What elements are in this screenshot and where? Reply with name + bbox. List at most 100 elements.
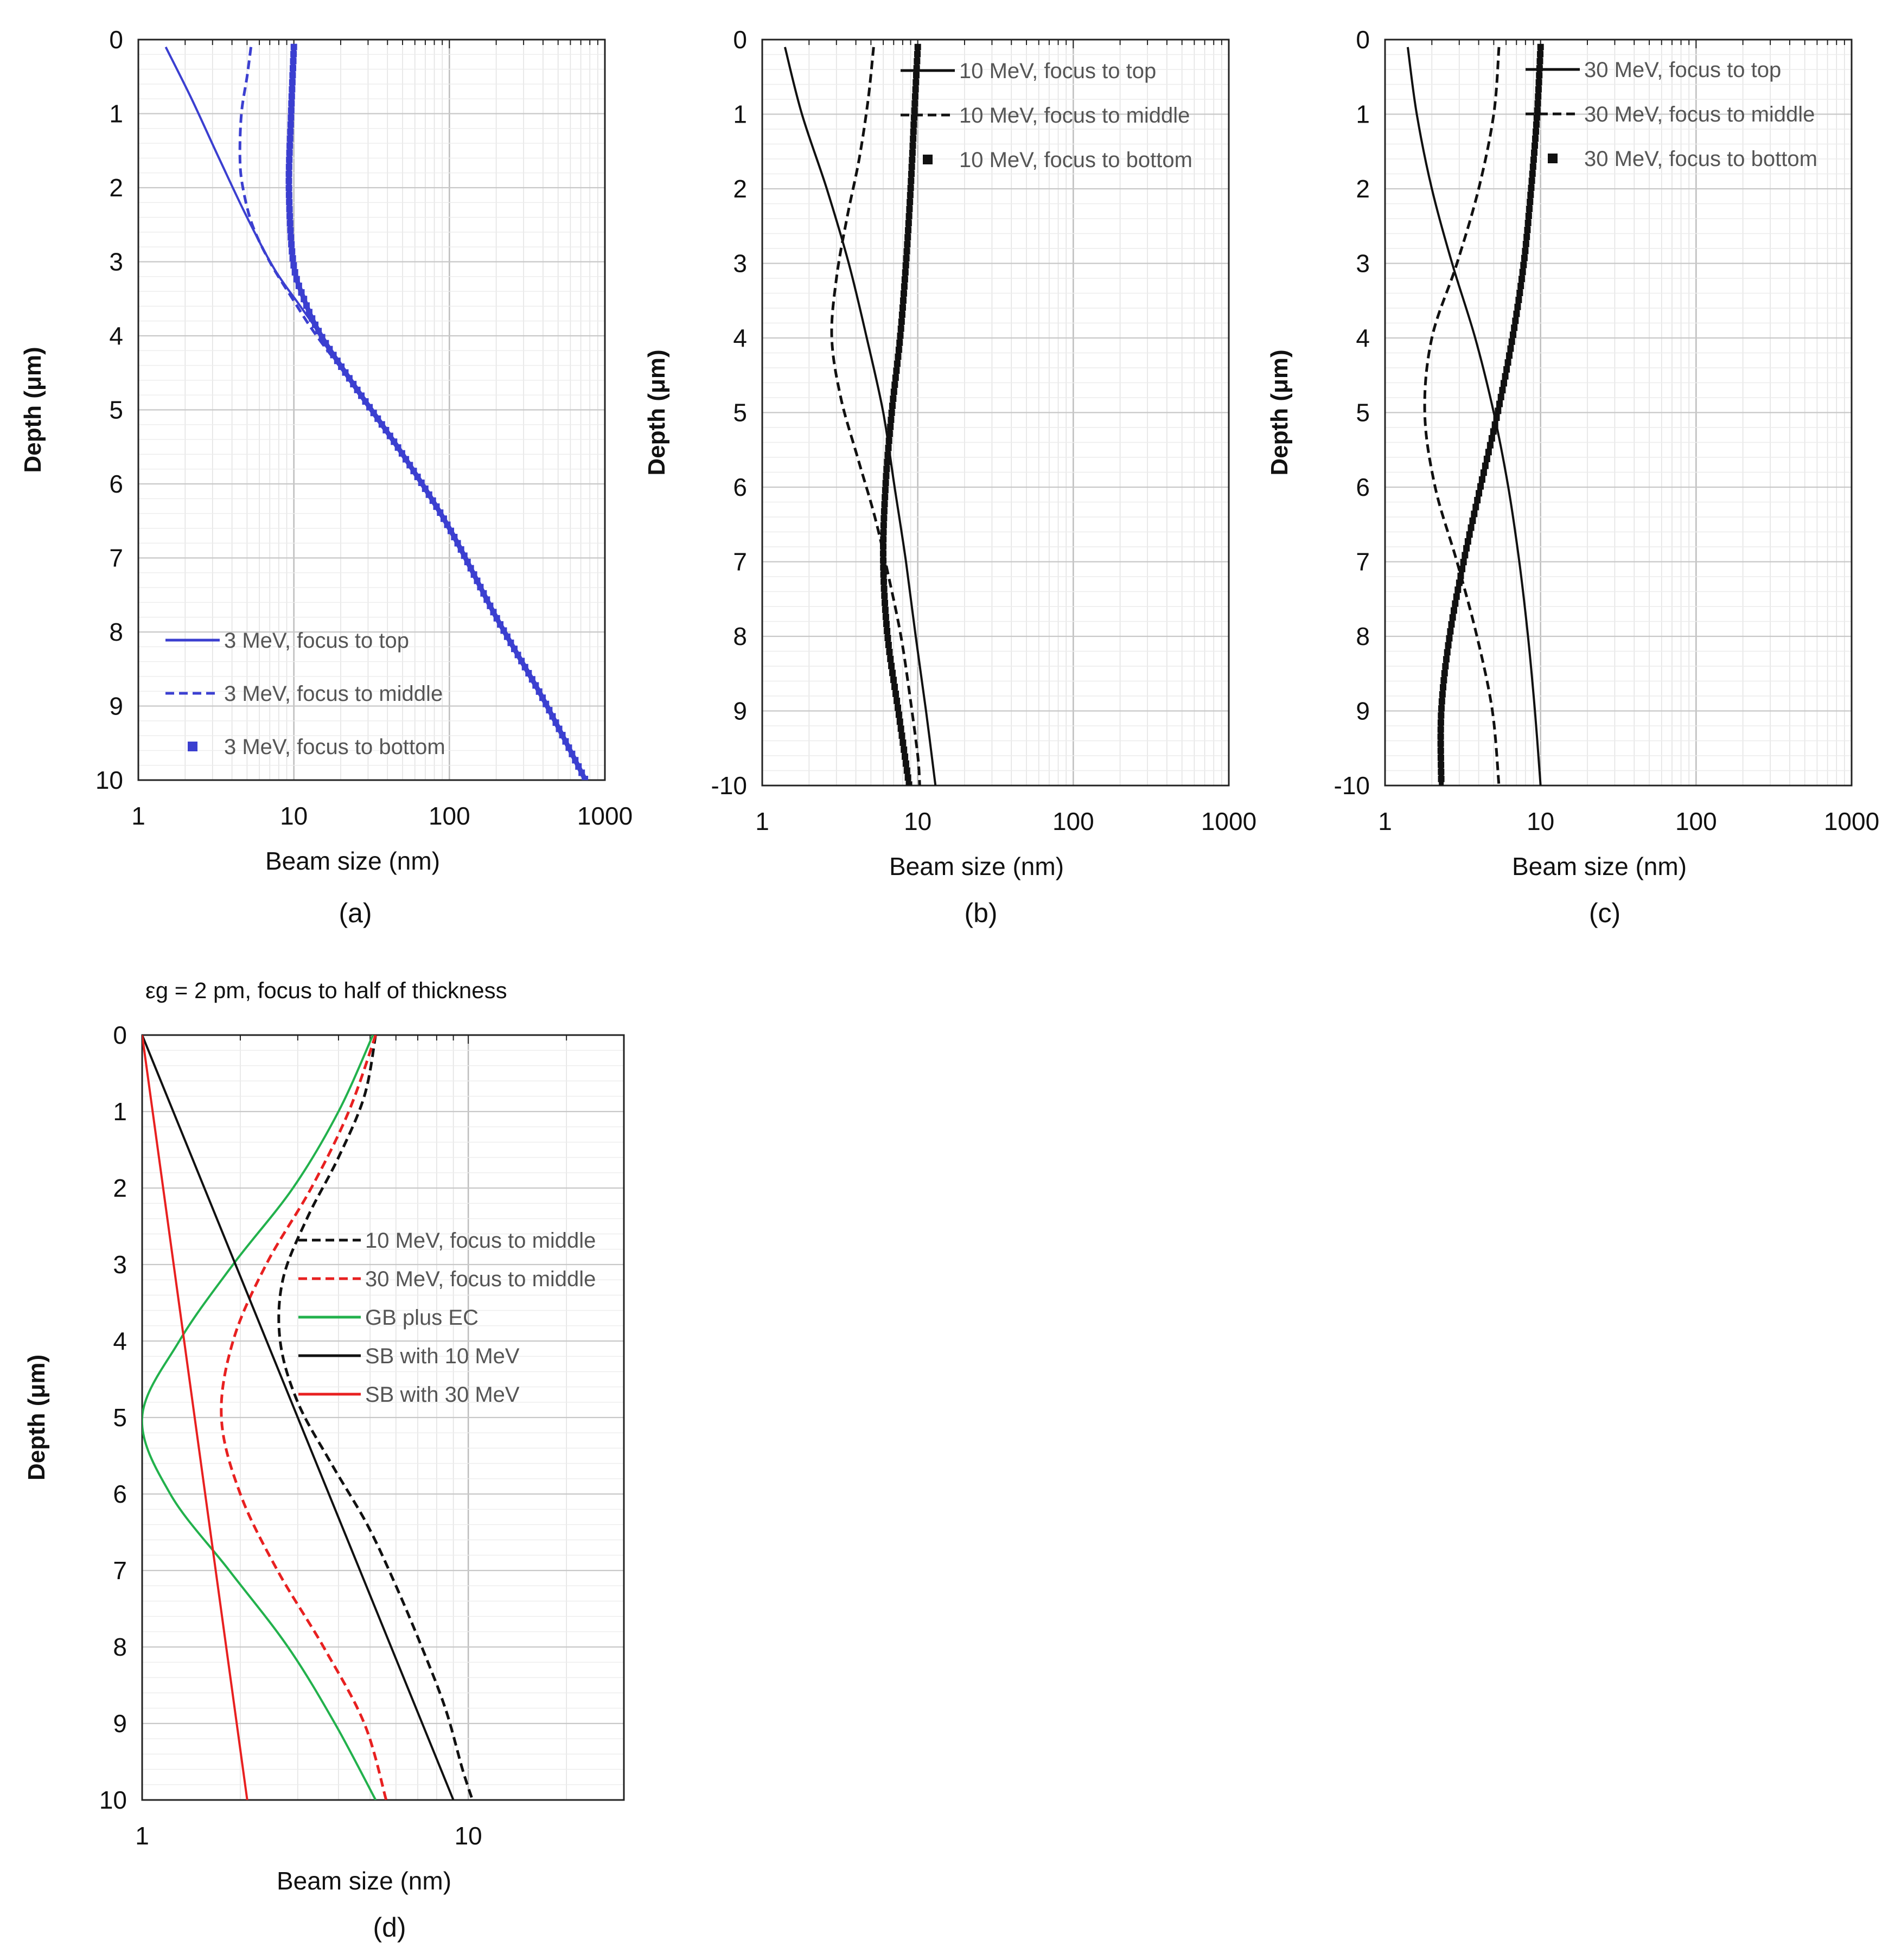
x-tick-label: 100 <box>1675 807 1717 835</box>
series-marker <box>1437 726 1444 733</box>
series-marker <box>454 540 461 547</box>
series-marker <box>1517 283 1524 290</box>
y-tick-label: 5 <box>109 396 123 424</box>
series-marker <box>1440 684 1447 691</box>
series-marker <box>418 479 425 486</box>
series-marker <box>909 149 916 156</box>
series-marker <box>290 43 297 50</box>
legend-label: 30 MeV, focus to middle <box>365 1267 596 1291</box>
legend-marker <box>1548 154 1558 163</box>
series-marker <box>914 43 921 50</box>
series-marker <box>1443 656 1450 663</box>
series-marker <box>403 456 410 463</box>
legend: 3 MeV, focus to top 3 MeV, focus to middl… <box>165 629 445 759</box>
series-marker <box>286 199 293 206</box>
series-marker <box>291 269 298 276</box>
y-tick-label: 8 <box>733 622 747 650</box>
series-marker <box>889 669 896 676</box>
series-marker <box>350 381 357 388</box>
series-marker <box>1495 407 1502 414</box>
x-tick-label: 1 <box>1378 807 1392 835</box>
series-marker <box>895 346 902 353</box>
series-2 <box>830 47 921 786</box>
series-marker <box>908 163 915 170</box>
y-tick-label: 0 <box>733 25 747 54</box>
series-marker <box>525 669 532 676</box>
series-marker <box>903 767 910 774</box>
series-marker <box>1536 72 1543 79</box>
series-marker <box>322 340 329 347</box>
series-marker <box>288 107 295 114</box>
series-marker <box>1523 233 1530 240</box>
series-marker <box>1534 100 1541 107</box>
series-marker <box>879 550 886 557</box>
panel-label: (c) <box>1589 898 1620 928</box>
series-marker <box>511 646 518 653</box>
series-marker <box>1512 317 1519 324</box>
series-marker <box>1524 226 1531 233</box>
series-marker <box>910 128 917 135</box>
legend-label: 10 MeV, focus to bottom <box>959 148 1192 172</box>
series-marker <box>882 614 889 621</box>
grid <box>141 1034 624 1801</box>
series-marker <box>881 592 888 599</box>
series-marker <box>289 248 296 255</box>
series-marker <box>578 769 585 776</box>
series-marker <box>1439 691 1446 698</box>
y-tick-label: 8 <box>109 618 123 646</box>
legend-label: 30 MeV, focus to top <box>1584 58 1781 82</box>
series-marker <box>382 426 390 433</box>
series-marker <box>474 577 481 584</box>
series-marker <box>1441 670 1448 677</box>
series-marker <box>285 191 292 199</box>
series-marker <box>1467 524 1475 531</box>
series-marker <box>880 585 888 592</box>
series-marker <box>1477 483 1484 490</box>
legend-label: 3 MeV, focus to top <box>224 629 409 653</box>
x-tick-label: 10 <box>1527 807 1554 835</box>
panel-label: (a) <box>339 898 372 928</box>
y-tick-label: 5 <box>113 1403 127 1432</box>
series-marker <box>293 276 300 283</box>
plot-frame <box>761 39 1230 787</box>
series-marker <box>318 334 326 341</box>
series-line <box>277 1035 474 1800</box>
series-2 <box>1423 47 1501 786</box>
series-marker <box>1535 93 1542 100</box>
series-marker <box>315 328 322 335</box>
series-marker <box>549 713 556 720</box>
series-marker <box>370 410 377 417</box>
series-marker <box>514 652 521 659</box>
series-marker <box>289 255 296 262</box>
series-marker <box>888 662 895 669</box>
series-marker <box>1438 775 1445 782</box>
y-tick-label: 0 <box>113 1021 127 1049</box>
x-axis-title: Beam size (nm) <box>1512 852 1687 880</box>
series-marker <box>1529 170 1536 177</box>
legend: 30 MeV, focus to top 30 MeV, focus to mid… <box>1526 58 1817 171</box>
series-marker <box>1444 649 1451 656</box>
series-line <box>286 47 588 780</box>
series-marker <box>1537 50 1544 58</box>
series-marker <box>913 72 920 79</box>
series-marker <box>911 100 918 107</box>
series-marker <box>908 177 915 184</box>
panel-c: 0 1 2 3 4 5 6 7 8 9 -10 1 10 100 1000 Beam size (nm) Dep… <box>1266 25 1879 928</box>
plot-frame <box>1384 39 1853 787</box>
series-marker <box>894 697 901 704</box>
series-marker <box>437 509 444 516</box>
series-2 <box>238 47 587 780</box>
series-marker <box>440 515 447 522</box>
series-marker <box>444 521 451 528</box>
series-marker <box>288 114 295 121</box>
series-marker <box>907 184 914 191</box>
series-marker <box>422 485 429 492</box>
series-marker <box>914 58 921 65</box>
series-marker <box>1457 572 1464 579</box>
series-marker <box>309 315 316 322</box>
series-marker <box>891 684 898 691</box>
series-marker <box>1480 469 1487 476</box>
series-marker <box>342 369 349 376</box>
